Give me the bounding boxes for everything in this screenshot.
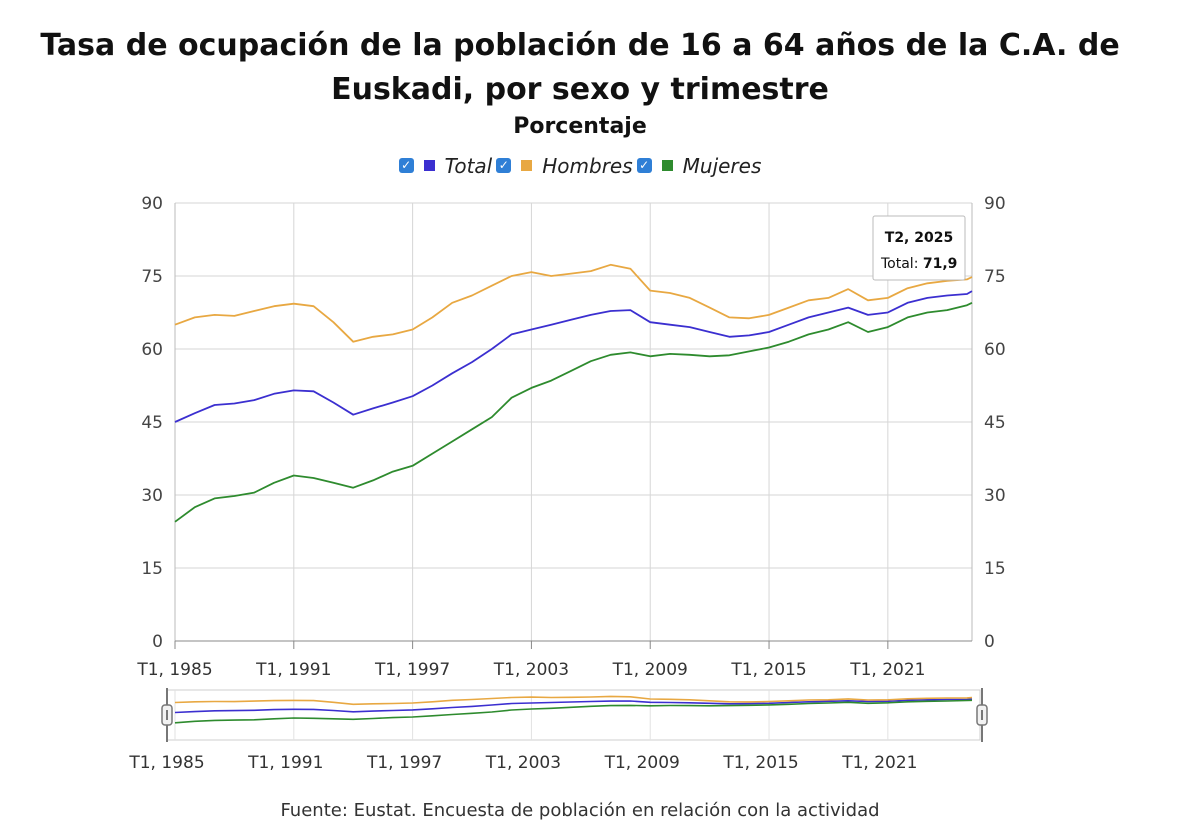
series-line-mujeres — [174, 301, 973, 523]
axes: 0 0 15 15 30 30 45 45 60 60 75 75 90 90 T1, 1985 T1, 19… — [136, 194, 1005, 680]
y-tick-label-right: 15 — [984, 559, 1006, 579]
tooltip-period: T2, 2025 — [885, 230, 953, 246]
x-tick-label: T1, 2003 — [493, 660, 569, 680]
navigator-line-total — [174, 698, 973, 714]
y-tick-label-right: 60 — [984, 340, 1006, 360]
y-tick-label-left: 75 — [141, 267, 163, 287]
legend-label: Hombres — [542, 153, 633, 178]
navigator-x-label: T1, 1997 — [366, 753, 442, 773]
grid-lines — [174, 202, 972, 642]
y-tick-label-left: 30 — [141, 486, 163, 506]
legend-item-hombres[interactable]: ✓ Hombres — [496, 153, 633, 178]
tooltip-value: Total: 71,9 — [880, 256, 957, 272]
y-tick-label-left: 15 — [141, 559, 163, 579]
legend-item-total[interactable]: ✓ Total — [398, 153, 493, 178]
navigator-line-hombres — [174, 695, 973, 706]
x-tick-label: T1, 1985 — [136, 660, 212, 680]
y-tick-label-left: 90 — [141, 194, 163, 214]
series-lines — [174, 263, 973, 523]
x-tick-label: T1, 2009 — [612, 660, 688, 680]
legend-label: Total — [444, 153, 493, 178]
checkbox-icon[interactable]: ✓ — [496, 158, 512, 173]
legend-swatch — [521, 160, 533, 171]
series-line-hombres — [174, 263, 973, 343]
checkbox-icon[interactable]: ✓ — [398, 158, 414, 173]
y-tick-label-left: 60 — [141, 340, 163, 360]
range-navigator: T1, 1985 T1, 1991 T1, 1997 T1, 2003 T1, 2009… — [128, 688, 988, 773]
legend-swatch — [661, 160, 673, 171]
navigator-x-label: T1, 1991 — [247, 753, 323, 773]
y-tick-label-right: 45 — [984, 413, 1006, 433]
x-tick-label: T1, 1997 — [374, 660, 450, 680]
chart-subtitle: Porcentaje — [513, 114, 647, 139]
legend-label: Mujeres — [682, 153, 762, 178]
data-tooltip: T2, 2025 Total: 71,9 — [872, 215, 966, 281]
legend-swatch — [423, 160, 435, 171]
y-tick-label-right: 30 — [984, 486, 1006, 506]
x-tick-label: T1, 1991 — [255, 660, 331, 680]
source-note: Fuente: Eustat. Encuesta de población en… — [280, 800, 880, 821]
navigator-line-mujeres — [174, 699, 973, 724]
navigator-x-label: T1, 2003 — [485, 753, 561, 773]
chart-title: Tasa de ocupación de la población de 16 … — [40, 28, 1120, 107]
navigator-x-label: T1, 2015 — [722, 753, 798, 773]
checkbox-icon[interactable]: ✓ — [636, 158, 652, 173]
y-tick-label-right: 0 — [984, 632, 995, 652]
series-line-total — [174, 290, 973, 423]
navigator-x-label: T1, 1985 — [128, 753, 204, 773]
y-tick-label-right: 75 — [984, 267, 1006, 287]
y-tick-label-left: 0 — [152, 632, 163, 652]
x-tick-label: T1, 2015 — [730, 660, 806, 680]
navigator-x-label: T1, 2021 — [841, 753, 917, 773]
y-tick-label-left: 45 — [141, 413, 163, 433]
y-tick-label-right: 90 — [984, 194, 1006, 214]
navigator-x-label: T1, 2009 — [604, 753, 680, 773]
x-tick-label: T1, 2021 — [849, 660, 925, 680]
tooltip-box — [872, 215, 966, 281]
chart-legend: ✓ Total ✓ Hombres ✓ Mujeres — [0, 150, 1160, 178]
legend-item-mujeres[interactable]: ✓ Mujeres — [636, 153, 762, 178]
